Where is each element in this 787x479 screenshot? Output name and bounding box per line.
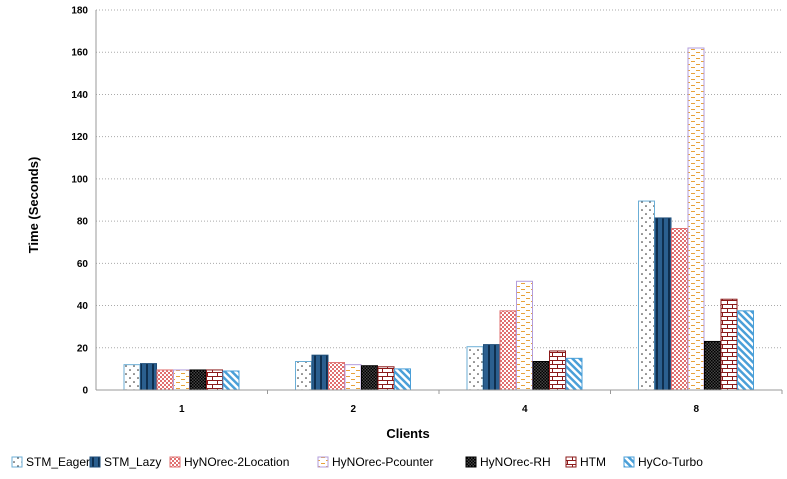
bar-hyco-turbo-1	[222, 370, 240, 391]
y-axis-ticks: 0 20 40 60 80 100 120 140 160 180	[71, 6, 88, 397]
y-tick-label: 120	[71, 132, 88, 143]
legend-swatch	[317, 456, 329, 468]
y-tick-label: 80	[77, 217, 89, 228]
legend-item: HyCo-Turbo	[623, 455, 703, 469]
legend-swatch	[565, 456, 577, 468]
y-tick-label: 140	[71, 90, 88, 101]
bar-stm-lazy-8	[654, 217, 672, 391]
legend: STM_Eager STM_Lazy HyNOrec-2Location HyNOre…	[11, 455, 703, 469]
bar-htm-8	[720, 298, 738, 391]
y-axis-title: Time (Seconds)	[26, 157, 41, 254]
legend-label: HyNOrec-2Location	[184, 455, 289, 469]
bar-hynorec-rh-4	[532, 361, 550, 391]
y-tick-label: 180	[71, 6, 88, 17]
bar-hynorec-pcounter-1	[173, 369, 190, 391]
x-tick-label: 1	[179, 404, 185, 415]
y-tick-label: 100	[71, 174, 88, 185]
x-axis-title: Clients	[386, 426, 429, 441]
legend-swatch	[89, 456, 101, 468]
bar-htm-2	[377, 366, 395, 391]
bar-hynorec-pcounter-4	[516, 280, 533, 391]
bar-stm-eager-2	[295, 361, 312, 391]
bar-hynorec-2location-1	[156, 369, 174, 391]
y-tick-label: 20	[77, 343, 89, 354]
legend-swatch	[11, 456, 23, 468]
bar-hyco-turbo-4	[565, 357, 583, 391]
y-tick-label: 0	[82, 386, 88, 397]
x-tick-label: 2	[350, 404, 356, 415]
x-tick-label: 4	[522, 404, 528, 415]
legend-item: HyNOrec-Pcounter	[317, 455, 433, 469]
legend-swatch	[465, 456, 477, 468]
bar-hynorec-rh-2	[361, 365, 378, 391]
legend-label: HyNOrec-Pcounter	[332, 455, 433, 469]
bar-stm-lazy-4	[483, 344, 500, 391]
legend-swatch	[623, 456, 635, 468]
legend-item: STM_Eager	[11, 455, 90, 469]
legend-label: STM_Eager	[26, 455, 90, 469]
x-axis-ticks: 1 2 4 8	[179, 390, 783, 415]
bar-hyco-turbo-2	[394, 368, 411, 391]
bar-hynorec-2location-8	[671, 228, 688, 391]
bar-hynorec-2location-4	[499, 310, 517, 391]
bar-hynorec-rh-8	[704, 340, 721, 391]
bar-series	[123, 47, 754, 391]
legend-label: HyCo-Turbo	[638, 455, 703, 469]
legend-label: STM_Lazy	[104, 455, 161, 469]
bar-hynorec-rh-1	[189, 369, 207, 391]
bar-htm-4	[549, 350, 566, 391]
legend-label: HyNOrec-RH	[480, 455, 551, 469]
y-tick-label: 60	[77, 259, 89, 270]
gridlines	[96, 9, 782, 349]
legend-item: STM_Lazy	[89, 455, 161, 469]
bar-hyco-turbo-8	[737, 310, 754, 391]
bar-htm-1	[206, 369, 223, 391]
bar-stm-lazy-1	[140, 363, 157, 391]
bar-hynorec-pcounter-2	[344, 364, 362, 391]
x-tick-label: 8	[693, 404, 699, 415]
y-tick-label: 160	[71, 48, 88, 59]
legend-item: HyNOrec-2Location	[169, 455, 289, 469]
y-tick-label: 40	[77, 301, 89, 312]
legend-item: HTM	[565, 455, 606, 469]
bar-stm-eager-4	[466, 346, 484, 391]
bar-stm-lazy-2	[311, 354, 329, 391]
bar-hynorec-pcounter-8	[687, 47, 705, 391]
bar-hynorec-2location-2	[328, 362, 345, 391]
bar-stm-eager-1	[123, 364, 141, 391]
legend-swatch	[169, 456, 181, 468]
legend-item: HyNOrec-RH	[465, 455, 551, 469]
bar-stm-eager-8	[638, 200, 655, 391]
legend-label: HTM	[580, 455, 606, 469]
